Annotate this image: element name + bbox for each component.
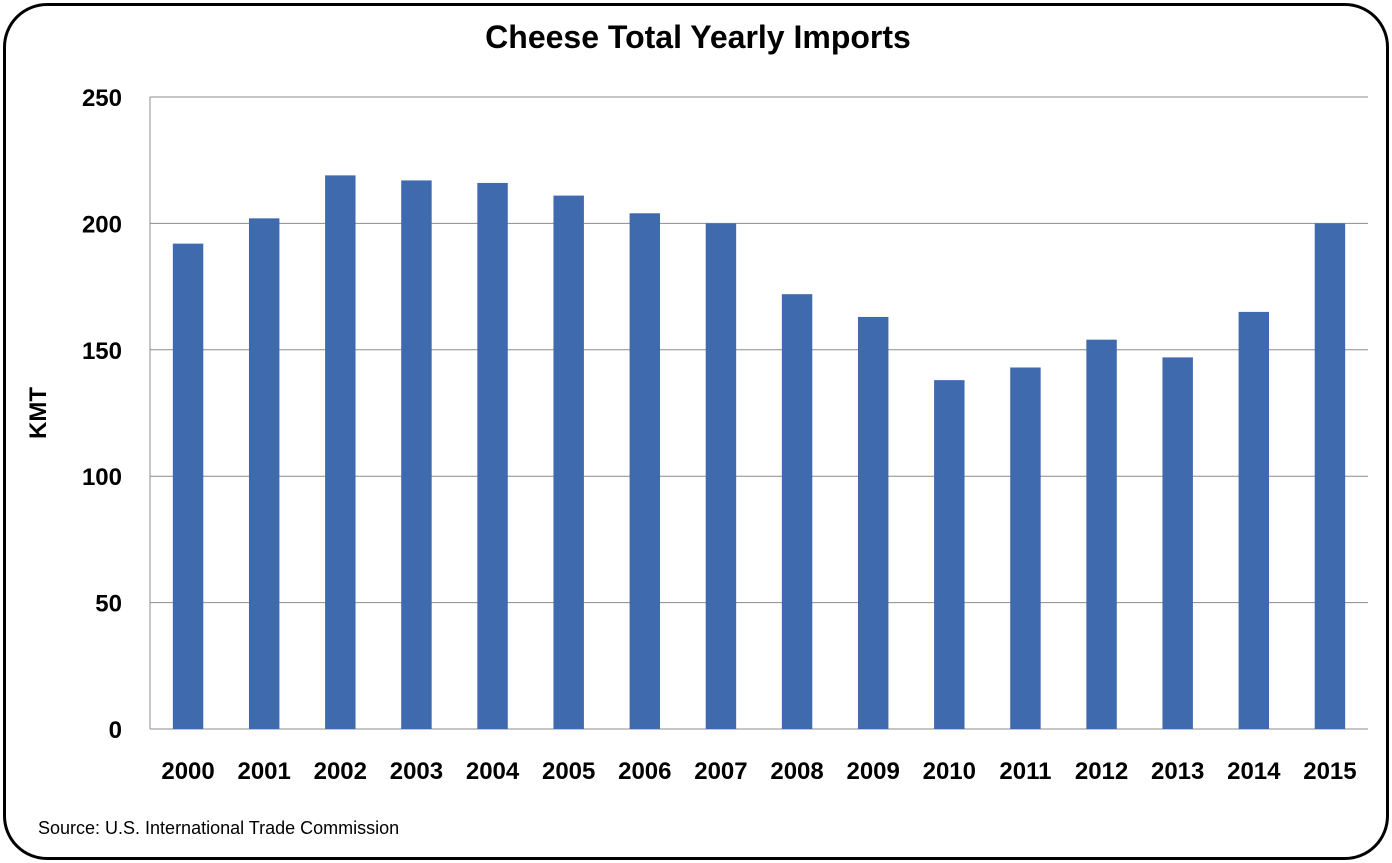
x-tick-label: 2002 — [314, 758, 367, 785]
chart-title: Cheese Total Yearly Imports — [485, 19, 911, 55]
x-tick-label: 2014 — [1227, 758, 1281, 785]
y-tick-label: 100 — [82, 464, 122, 491]
bar-2013 — [1162, 357, 1193, 729]
bar-2005 — [553, 195, 584, 730]
chart-frame — [3, 3, 1389, 860]
bar-2009 — [857, 316, 889, 729]
x-tick-label: 2000 — [161, 758, 214, 785]
y-axis-label: KMT — [25, 387, 52, 439]
bar-2007 — [705, 223, 737, 729]
x-tick-label: 2015 — [1303, 758, 1356, 785]
bar-2000 — [172, 243, 204, 729]
y-tick-label: 250 — [82, 85, 122, 112]
x-tick-label: 2011 — [999, 758, 1051, 785]
bar-2015 — [1314, 223, 1346, 729]
bar-2010 — [934, 380, 965, 729]
x-tick-label: 2012 — [1075, 758, 1128, 785]
source-note: Source: U.S. International Trade Commiss… — [38, 818, 399, 838]
x-tick-label: 2006 — [618, 758, 671, 785]
y-tick-label: 150 — [82, 338, 122, 365]
bar-2011 — [1010, 367, 1041, 729]
bar-2001 — [248, 218, 280, 729]
x-tick-label: 2003 — [390, 758, 443, 785]
bar-2003 — [401, 180, 432, 729]
x-tick-label: 2001 — [237, 758, 290, 785]
bar-2004 — [477, 182, 508, 729]
x-tick-label: 2010 — [923, 758, 976, 785]
bars — [172, 175, 1346, 730]
bar-2006 — [629, 213, 661, 730]
x-tick-label: 2008 — [770, 758, 823, 785]
y-tick-label: 200 — [82, 211, 122, 238]
bar-2002 — [325, 175, 356, 730]
x-tick-label: 2009 — [846, 758, 899, 785]
x-tick-label: 2007 — [694, 758, 747, 785]
y-tick-labels: 0 50 100 150 200 250 — [82, 85, 122, 744]
y-tick-label: 50 — [95, 591, 122, 618]
bar-2012 — [1086, 339, 1117, 729]
x-tick-label: 2004 — [466, 758, 520, 785]
x-tick-label: 2013 — [1151, 758, 1204, 785]
y-tick-label: 0 — [109, 717, 122, 744]
x-tick-label: 2005 — [542, 758, 595, 785]
bar-2014 — [1238, 311, 1270, 729]
bar-2008 — [781, 294, 813, 729]
x-tick-labels: 2000 2001 2002 2003 2004 2005 2006 2007 2008 2009… — [161, 758, 1356, 785]
